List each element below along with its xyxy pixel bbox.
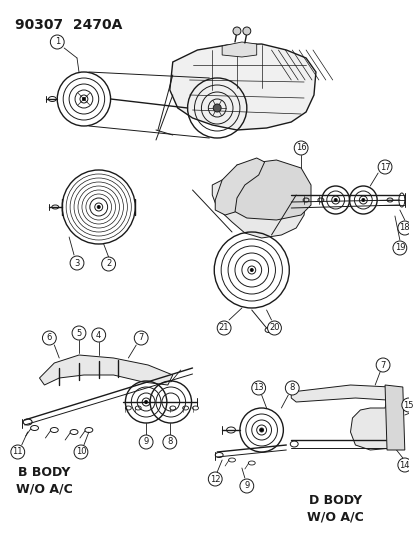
- Circle shape: [97, 206, 100, 208]
- Circle shape: [92, 328, 105, 342]
- Text: 3: 3: [74, 259, 80, 268]
- Circle shape: [242, 27, 250, 35]
- Circle shape: [134, 331, 148, 345]
- Circle shape: [392, 241, 406, 255]
- Text: 11: 11: [12, 448, 23, 456]
- Circle shape: [70, 256, 84, 270]
- Circle shape: [208, 472, 222, 486]
- Text: 8: 8: [289, 384, 294, 392]
- Circle shape: [50, 35, 64, 49]
- Circle shape: [397, 458, 411, 472]
- Text: 1: 1: [55, 37, 60, 46]
- Text: 2: 2: [106, 260, 111, 269]
- Circle shape: [213, 104, 221, 112]
- Circle shape: [361, 198, 364, 201]
- Circle shape: [72, 326, 85, 340]
- Text: 16: 16: [295, 143, 306, 152]
- Text: 15: 15: [403, 400, 413, 409]
- Text: 5: 5: [76, 328, 81, 337]
- Text: 6: 6: [47, 334, 52, 343]
- Circle shape: [102, 257, 115, 271]
- Text: 21: 21: [218, 324, 229, 333]
- Circle shape: [82, 98, 85, 101]
- Circle shape: [251, 381, 265, 395]
- Polygon shape: [222, 42, 256, 57]
- Text: 4: 4: [96, 330, 101, 340]
- Circle shape: [139, 435, 153, 449]
- Polygon shape: [291, 385, 399, 450]
- Circle shape: [375, 358, 389, 372]
- Circle shape: [377, 160, 391, 174]
- Text: 7: 7: [138, 334, 144, 343]
- Circle shape: [397, 221, 411, 235]
- Text: 90307  2470A: 90307 2470A: [15, 18, 122, 32]
- Text: 19: 19: [394, 244, 404, 253]
- Circle shape: [267, 321, 281, 335]
- Circle shape: [294, 141, 307, 155]
- Polygon shape: [169, 44, 315, 130]
- Circle shape: [240, 479, 253, 493]
- Text: 9: 9: [244, 481, 249, 490]
- Circle shape: [144, 400, 147, 403]
- Polygon shape: [39, 355, 172, 385]
- Polygon shape: [228, 160, 310, 220]
- Circle shape: [162, 435, 176, 449]
- Polygon shape: [215, 158, 264, 215]
- Text: 12: 12: [209, 474, 220, 483]
- Circle shape: [250, 269, 253, 271]
- Polygon shape: [384, 385, 404, 450]
- Circle shape: [217, 321, 230, 335]
- Circle shape: [74, 445, 88, 459]
- Text: 8: 8: [167, 438, 172, 447]
- Polygon shape: [212, 170, 305, 238]
- Text: 14: 14: [399, 461, 409, 470]
- Circle shape: [43, 331, 56, 345]
- Text: 13: 13: [253, 384, 263, 392]
- Text: D BODY
W/O A/C: D BODY W/O A/C: [306, 494, 363, 524]
- Text: B BODY
W/O A/C: B BODY W/O A/C: [16, 466, 73, 496]
- Circle shape: [333, 198, 336, 201]
- Circle shape: [259, 428, 263, 432]
- Text: 18: 18: [399, 223, 409, 232]
- Text: 7: 7: [380, 360, 385, 369]
- Text: 10: 10: [76, 448, 86, 456]
- Text: 9: 9: [143, 438, 148, 447]
- Circle shape: [401, 398, 413, 412]
- Text: 17: 17: [379, 163, 389, 172]
- Circle shape: [285, 381, 299, 395]
- Circle shape: [233, 27, 240, 35]
- Circle shape: [11, 445, 25, 459]
- Text: 20: 20: [268, 324, 279, 333]
